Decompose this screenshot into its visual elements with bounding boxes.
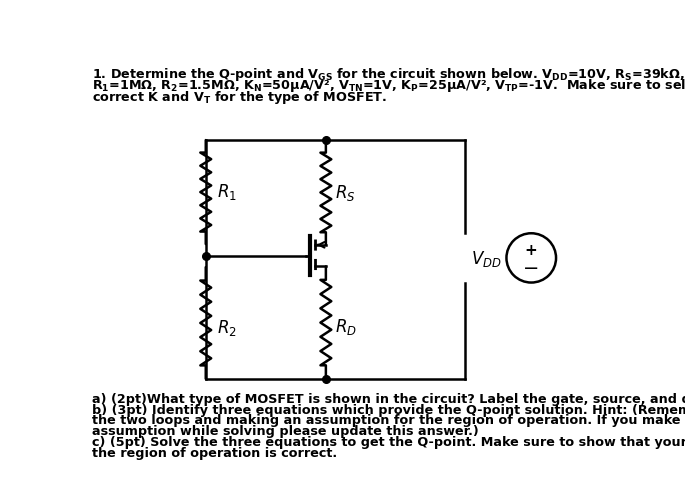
Text: the two loops and making an assumption for the region of operation. If you make : the two loops and making an assumption f… xyxy=(92,414,685,426)
Text: +: + xyxy=(525,242,538,258)
Text: $R_1$: $R_1$ xyxy=(216,181,236,201)
Text: c) (5pt) Solve the three equations to get the Q-point. Make sure to show that yo: c) (5pt) Solve the three equations to ge… xyxy=(92,435,685,448)
Text: the region of operation is correct.: the region of operation is correct. xyxy=(92,446,337,459)
Text: $V_{DD}$: $V_{DD}$ xyxy=(471,248,502,269)
Text: −: − xyxy=(523,258,540,277)
Text: 1. Determine the Q-point and V$_\mathregular{GS}$ for the circuit shown below. V: 1. Determine the Q-point and V$_\mathreg… xyxy=(92,66,685,83)
Text: assumption while solving please update this answer.): assumption while solving please update t… xyxy=(92,424,479,437)
Text: R$_\mathregular{1}$=1MΩ, R$_\mathregular{2}$=1.5MΩ, K$_\mathregular{N}$=50μA/V²,: R$_\mathregular{1}$=1MΩ, R$_\mathregular… xyxy=(92,77,685,94)
Text: b) (3pt) Identify three equations which provide the Q-point solution. Hint: (Rem: b) (3pt) Identify three equations which … xyxy=(92,403,685,416)
Text: $R_S$: $R_S$ xyxy=(335,183,356,203)
Text: a) (2pt)What type of MOSFET is shown in the circuit? Label the gate, source, and: a) (2pt)What type of MOSFET is shown in … xyxy=(92,392,685,405)
Text: $R_2$: $R_2$ xyxy=(216,317,236,337)
Text: correct K and V$_\mathregular{T}$ for the type of MOSFET.: correct K and V$_\mathregular{T}$ for th… xyxy=(92,89,387,106)
Text: $R_D$: $R_D$ xyxy=(335,317,357,337)
